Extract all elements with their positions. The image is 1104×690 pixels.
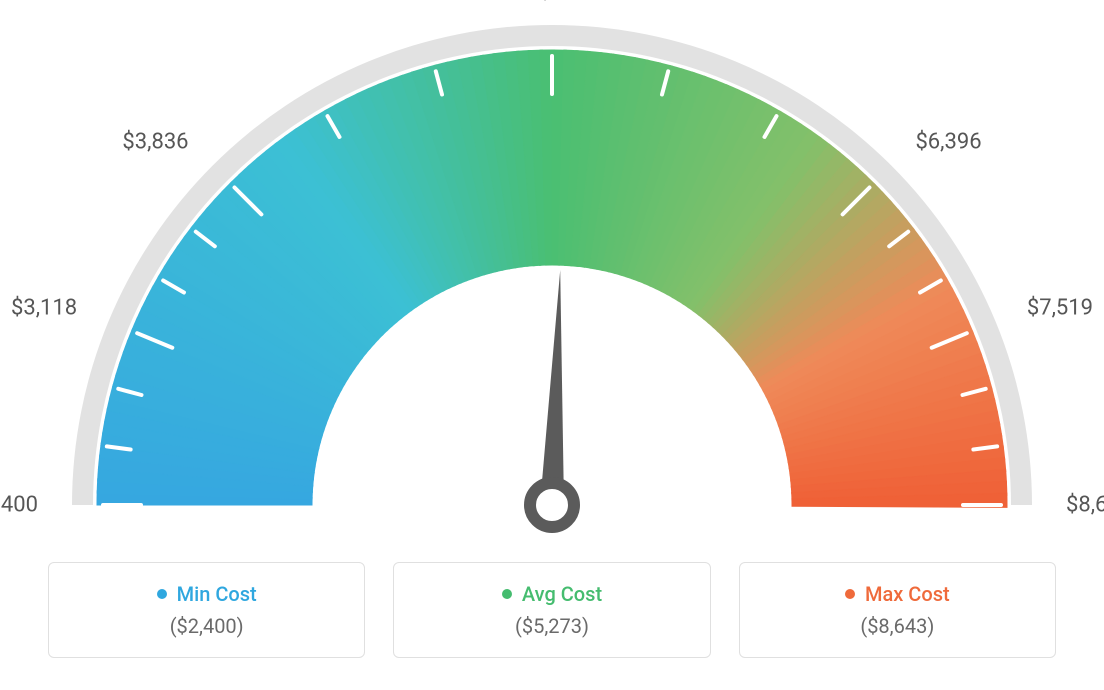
legend-row: Min Cost ($2,400) Avg Cost ($5,273) Max … [48,562,1056,658]
legend-dot-max [845,589,855,599]
gauge-tick-label: $3,118 [11,296,77,321]
legend-value-min: ($2,400) [170,614,244,638]
legend-card-min: Min Cost ($2,400) [48,562,365,658]
legend-title-avg: Avg Cost [502,582,602,606]
gauge-chart: $2,400 $3,118 $3,836 $5,273 $6,396 $7,519 $8,6… [0,0,1104,560]
legend-label-max: Max Cost [865,582,950,606]
legend-title-min: Min Cost [157,582,257,606]
gauge-svg [0,0,1104,560]
gauge-tick-label: $8,643 [1066,493,1104,518]
legend-dot-avg [502,589,512,599]
legend-title-max: Max Cost [845,582,950,606]
chart-container: $2,400 $3,118 $3,836 $5,273 $6,396 $7,519 $8,6… [0,0,1104,690]
legend-card-max: Max Cost ($8,643) [739,562,1056,658]
legend-value-avg: ($5,273) [515,614,589,638]
gauge-tick-label: $2,400 [0,493,38,518]
legend-value-max: ($8,643) [860,614,934,638]
gauge-tick-label: $3,836 [122,129,188,154]
gauge-tick-label: $6,396 [915,129,981,154]
gauge-tick-label: $7,519 [1027,296,1093,321]
gauge-tick-label: $5,273 [519,0,585,4]
legend-card-avg: Avg Cost ($5,273) [393,562,710,658]
legend-label-min: Min Cost [177,582,257,606]
legend-label-avg: Avg Cost [522,582,602,606]
legend-dot-min [157,589,167,599]
